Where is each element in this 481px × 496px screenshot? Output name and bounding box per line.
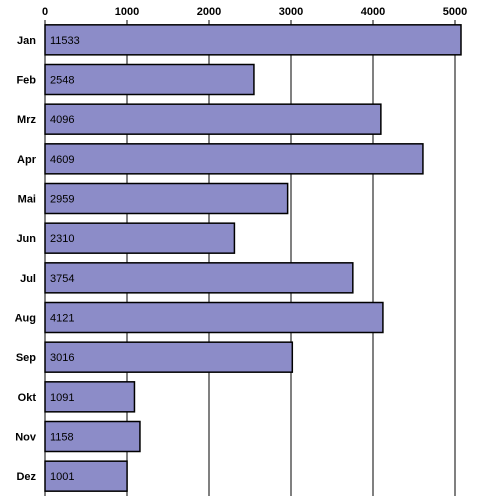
category-label: Okt <box>18 392 37 404</box>
data-label: 11533 <box>50 35 80 47</box>
data-label: 1001 <box>50 471 74 483</box>
data-label: 2310 <box>50 233 74 245</box>
x-tick-label: 4000 <box>361 6 385 18</box>
category-label: Aug <box>15 313 36 325</box>
bar <box>44 222 236 254</box>
data-label: 3754 <box>50 273 74 285</box>
data-label: 2959 <box>50 194 74 206</box>
bar <box>44 103 382 135</box>
x-tick-label: 3000 <box>279 6 303 18</box>
bar <box>44 262 354 294</box>
x-tick-label: 5000 <box>443 6 467 18</box>
bar <box>44 420 141 453</box>
category-label: Jul <box>20 273 36 285</box>
bar <box>44 341 294 373</box>
category-label: Dez <box>16 471 36 483</box>
category-label: Nov <box>15 432 37 444</box>
category-label: Mai <box>18 194 36 206</box>
x-axis-ticks: 0 1000 2000 3000 4000 5000 <box>42 6 467 18</box>
bar <box>44 182 289 215</box>
x-tick-label: 1000 <box>115 6 139 18</box>
data-label: 4096 <box>50 114 74 126</box>
data-label: 3016 <box>50 352 74 364</box>
bar <box>44 301 384 334</box>
x-tick-label: 2000 <box>197 6 221 18</box>
data-label: 4609 <box>50 154 74 166</box>
data-label: 2548 <box>50 75 74 87</box>
x-tick-label: 0 <box>42 6 48 18</box>
category-label: Mrz <box>17 114 36 126</box>
bar <box>44 460 128 492</box>
bar <box>44 63 255 96</box>
grid-lines <box>126 20 456 496</box>
category-label: Jan <box>17 35 36 47</box>
bar <box>44 24 462 56</box>
data-label: 1091 <box>50 392 74 404</box>
data-label: 4121 <box>50 313 74 325</box>
bar <box>44 143 424 175</box>
category-label: Apr <box>17 154 37 166</box>
category-label: Sep <box>16 352 36 364</box>
bars: 11533 2548 4096 4609 2959 2310 3754 4121 3016 109… <box>44 24 462 492</box>
category-label: Jun <box>16 233 36 245</box>
category-label: Feb <box>16 75 36 87</box>
data-label: 1158 <box>50 432 74 444</box>
category-labels: Jan Feb Mrz Apr Mai Jun Jul Aug Sep Okt Nov Dez <box>15 35 37 483</box>
